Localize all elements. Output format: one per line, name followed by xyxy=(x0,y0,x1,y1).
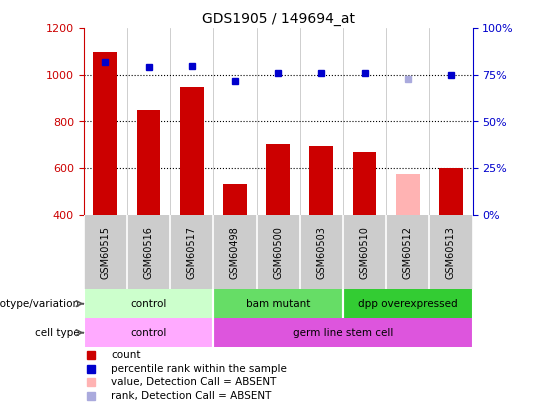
Bar xyxy=(213,289,343,318)
Text: dpp overexpressed: dpp overexpressed xyxy=(358,298,457,309)
Bar xyxy=(213,318,472,347)
Bar xyxy=(180,87,204,215)
Text: GSM60500: GSM60500 xyxy=(273,226,283,279)
Bar xyxy=(343,289,472,318)
Text: GSM60516: GSM60516 xyxy=(144,226,153,279)
Bar xyxy=(84,318,213,347)
Text: percentile rank within the sample: percentile rank within the sample xyxy=(111,364,287,374)
Bar xyxy=(266,144,290,215)
Text: GSM60517: GSM60517 xyxy=(187,226,197,279)
Bar xyxy=(439,168,463,215)
Bar xyxy=(396,174,420,215)
Text: control: control xyxy=(130,328,167,338)
Text: germ line stem cell: germ line stem cell xyxy=(293,328,393,338)
Text: rank, Detection Call = ABSENT: rank, Detection Call = ABSENT xyxy=(111,390,271,401)
Bar xyxy=(223,184,247,215)
Text: value, Detection Call = ABSENT: value, Detection Call = ABSENT xyxy=(111,377,276,387)
Text: GSM60498: GSM60498 xyxy=(230,226,240,279)
Bar xyxy=(353,152,376,215)
Text: GSM60512: GSM60512 xyxy=(403,226,413,279)
Bar xyxy=(309,146,333,215)
Text: cell type: cell type xyxy=(35,328,79,338)
Text: bam mutant: bam mutant xyxy=(246,298,310,309)
Bar xyxy=(93,51,117,215)
Text: count: count xyxy=(111,350,140,360)
Title: GDS1905 / 149694_at: GDS1905 / 149694_at xyxy=(201,12,355,26)
Text: GSM60510: GSM60510 xyxy=(360,226,369,279)
Text: GSM60503: GSM60503 xyxy=(316,226,326,279)
Text: GSM60513: GSM60513 xyxy=(446,226,456,279)
Text: control: control xyxy=(130,298,167,309)
Bar xyxy=(137,110,160,215)
Text: genotype/variation: genotype/variation xyxy=(0,298,79,309)
Text: GSM60515: GSM60515 xyxy=(100,226,110,279)
Bar xyxy=(84,289,213,318)
